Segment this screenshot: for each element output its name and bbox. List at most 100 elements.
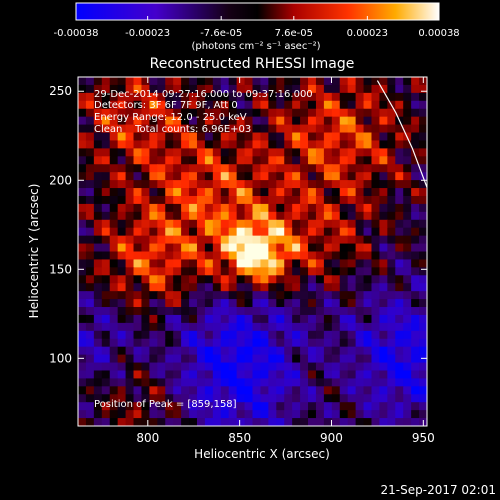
heatmap-cell bbox=[308, 140, 317, 149]
heatmap-cell bbox=[236, 275, 246, 284]
heatmap-cell bbox=[117, 235, 127, 245]
heatmap-cell bbox=[411, 402, 420, 411]
heatmap-cell bbox=[379, 180, 388, 189]
heatmap-cell bbox=[339, 338, 349, 348]
heatmap-cell bbox=[101, 283, 111, 292]
heatmap-cell bbox=[252, 259, 262, 268]
heatmap-cell bbox=[387, 338, 396, 348]
heatmap-cell bbox=[133, 362, 143, 372]
heatmap-cell bbox=[308, 92, 317, 102]
heatmap-cell bbox=[387, 180, 396, 189]
heatmap-cell bbox=[419, 227, 427, 237]
heatmap-cell bbox=[371, 156, 381, 165]
heatmap-cell bbox=[355, 322, 365, 332]
heatmap-cell bbox=[157, 370, 166, 380]
heatmap-cell bbox=[117, 275, 127, 284]
heatmap-cell bbox=[228, 402, 238, 411]
heatmap-cell bbox=[339, 251, 349, 261]
heatmap-cell bbox=[292, 362, 301, 372]
heatmap-cell bbox=[276, 275, 285, 284]
heatmap-cell bbox=[117, 362, 127, 372]
heatmap-cell bbox=[268, 322, 277, 332]
heatmap-cell bbox=[395, 386, 404, 395]
heatmap-cell bbox=[196, 132, 206, 142]
heatmap-cell bbox=[308, 267, 317, 276]
heatmap-cell bbox=[133, 338, 143, 348]
heatmap-cell bbox=[228, 259, 238, 268]
heatmap-cell bbox=[244, 322, 254, 332]
heatmap-cell bbox=[276, 314, 285, 324]
heatmap-cell bbox=[181, 299, 190, 308]
heatmap-cell bbox=[196, 92, 206, 102]
heatmap-cell bbox=[85, 394, 95, 403]
heatmap-cell bbox=[236, 251, 246, 261]
heatmap-cell bbox=[284, 77, 293, 86]
heatmap-cell bbox=[212, 251, 222, 261]
heatmap-cell bbox=[236, 322, 246, 332]
heatmap-cell bbox=[339, 132, 349, 142]
heatmap-cell bbox=[339, 195, 349, 205]
heatmap-cell bbox=[387, 219, 396, 229]
heatmap-cell bbox=[315, 330, 325, 340]
heatmap-cell bbox=[363, 77, 373, 86]
heatmap-cell bbox=[331, 307, 341, 316]
heatmap-cell bbox=[141, 172, 150, 181]
heatmap-cell bbox=[196, 378, 206, 387]
heatmap-cell bbox=[292, 235, 301, 245]
heatmap-cell bbox=[339, 235, 349, 245]
heatmap-cell bbox=[347, 362, 357, 372]
heatmap-cell bbox=[117, 330, 127, 340]
heatmap-cell bbox=[101, 322, 111, 332]
heatmap-cell bbox=[355, 394, 365, 403]
heatmap-cell bbox=[419, 386, 427, 395]
heatmap-cell bbox=[212, 378, 222, 387]
heatmap-cell bbox=[149, 299, 158, 308]
heatmap-cell bbox=[268, 283, 277, 292]
heatmap-cell bbox=[355, 378, 365, 387]
heatmap-cell bbox=[165, 259, 174, 268]
heatmap-cell bbox=[149, 77, 158, 86]
heatmap-cell bbox=[260, 354, 269, 364]
heatmap-cell bbox=[157, 354, 166, 364]
heatmap-cell bbox=[252, 370, 262, 380]
heatmap-cell bbox=[323, 172, 333, 181]
heatmap-cell bbox=[181, 394, 190, 403]
heatmap-cell bbox=[403, 314, 412, 324]
heatmap-cell bbox=[339, 203, 349, 213]
heatmap-cell bbox=[371, 243, 381, 253]
heatmap-cell bbox=[117, 140, 127, 149]
heatmap-cell bbox=[196, 394, 206, 403]
heatmap-cell bbox=[252, 291, 262, 300]
heatmap-cell bbox=[347, 410, 357, 419]
heatmap-cell bbox=[363, 370, 373, 380]
heatmap-cell bbox=[101, 394, 111, 403]
heatmap-cell bbox=[149, 307, 158, 316]
heatmap-cell bbox=[173, 322, 182, 332]
heatmap-cell bbox=[133, 92, 143, 102]
heatmap-cell bbox=[78, 330, 87, 340]
heatmap-cell bbox=[228, 203, 238, 213]
heatmap-cell bbox=[268, 291, 277, 300]
heatmap-cell bbox=[252, 188, 262, 197]
heatmap-cell bbox=[260, 299, 269, 308]
heatmap-cell bbox=[315, 132, 325, 142]
heatmap-cell bbox=[78, 92, 87, 102]
heatmap-cell bbox=[93, 330, 103, 340]
y-tick-label: 250 bbox=[49, 84, 72, 98]
heatmap-cell bbox=[78, 116, 87, 126]
heatmap-cell bbox=[323, 180, 333, 189]
heatmap-cell bbox=[149, 346, 158, 356]
heatmap-cell bbox=[347, 116, 357, 126]
heatmap-cell bbox=[411, 195, 420, 205]
heatmap-cell bbox=[93, 156, 103, 165]
heatmap-cell bbox=[157, 410, 166, 419]
heatmap-cell bbox=[331, 378, 341, 387]
heatmap-cell bbox=[244, 378, 254, 387]
heatmap-cell bbox=[276, 140, 285, 149]
heatmap-cell bbox=[141, 235, 150, 245]
heatmap-cell bbox=[363, 330, 373, 340]
heatmap-cell bbox=[196, 338, 206, 348]
heatmap-cell bbox=[117, 394, 127, 403]
heatmap-cell bbox=[419, 211, 427, 221]
heatmap-cell bbox=[284, 283, 293, 292]
